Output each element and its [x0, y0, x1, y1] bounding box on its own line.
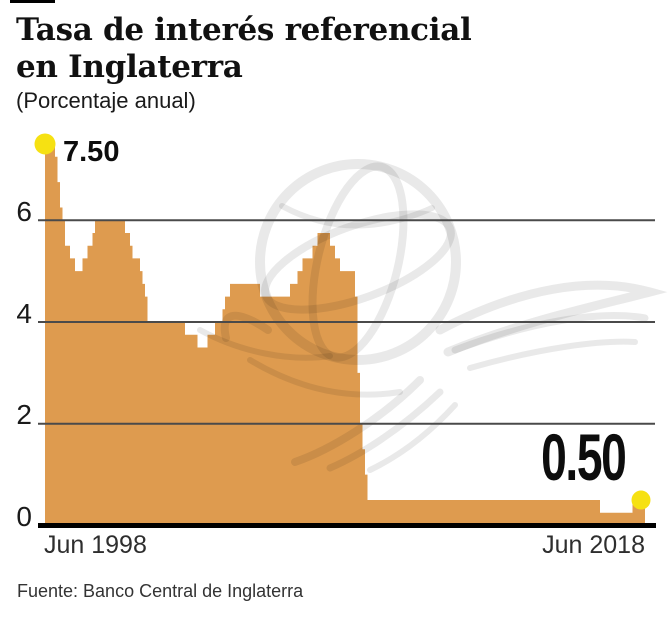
y-axis-tick-4: 4	[16, 298, 32, 329]
y-axis-tick-2: 2	[16, 399, 32, 430]
source-caption: Fuente: Banco Central de Inglaterra	[17, 581, 304, 601]
gridlines	[38, 219, 655, 425]
end-value-label: 0.50	[540, 420, 627, 494]
winged-globe-watermark	[197, 159, 668, 473]
x-axis-label-start: Jun 1998	[44, 531, 147, 559]
x-axis-label-end: Jun 2018	[542, 531, 645, 559]
header-rule	[10, 0, 55, 3]
endpoint-dots	[34, 133, 651, 510]
chart-title: Tasa de interés referencial en Inglaterr…	[16, 12, 472, 86]
y-axis-tick-0: 0	[16, 501, 32, 532]
start-value-label: 7.50	[63, 136, 120, 168]
chart-subtitle: (Porcentaje anual)	[16, 88, 196, 113]
y-axis-tick-6: 6	[16, 196, 32, 227]
rate-area-series	[45, 143, 645, 526]
